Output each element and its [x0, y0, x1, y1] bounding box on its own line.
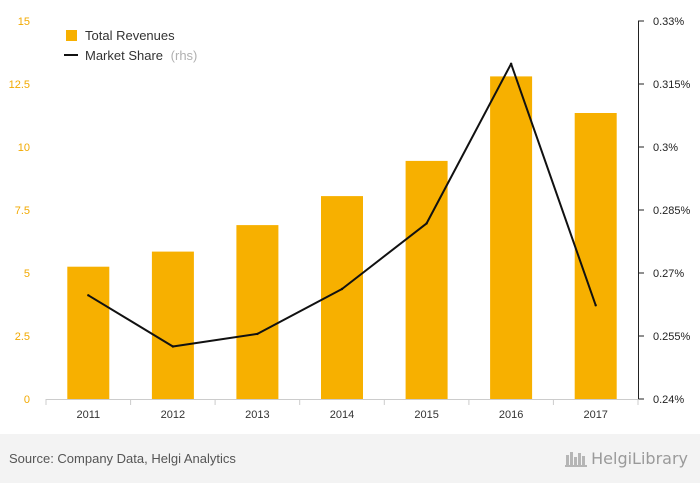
- legend-swatch-revenues: [66, 30, 77, 41]
- bar-revenues-2016: [490, 76, 533, 400]
- y-left-tick-label: 2.5: [15, 331, 30, 343]
- x-tick-label: 2014: [330, 409, 354, 421]
- point-market-share-2014: [340, 287, 344, 291]
- bar-revenues-2015: [405, 160, 448, 399]
- legend-label-market-share: Market Share (rhs): [85, 48, 197, 63]
- bar-revenues-2012: [151, 251, 194, 399]
- point-market-share-2016: [509, 62, 513, 65]
- legend-label-revenues: Total Revenues: [85, 28, 175, 43]
- y-left-tick-label: 7.5: [15, 205, 30, 217]
- axes-group: 0 2.5 5 7.5 10 12.5 15 0.24% 0.255% 0.27% 0.285% 0.…: [9, 16, 691, 421]
- line-group: [87, 62, 597, 348]
- x-tick-label: 2013: [245, 409, 269, 421]
- y-right-tick-label: 0.255%: [653, 331, 691, 343]
- library-icon: [565, 452, 588, 467]
- point-market-share-2015: [425, 222, 428, 225]
- point-market-share-2017: [594, 304, 597, 307]
- y-right-tick-label: 0.27%: [653, 268, 684, 280]
- y-right-tick-label: 0.285%: [653, 205, 691, 217]
- legend-market-share-suffix: (rhs): [171, 48, 198, 63]
- y-left-tick-label: 5: [24, 268, 30, 280]
- y-right-tick-label: 0.315%: [653, 79, 691, 91]
- bar-revenues-2011: [67, 266, 110, 399]
- legend-market-share-name: Market Share: [85, 48, 163, 63]
- x-tick-label: 2015: [414, 409, 438, 421]
- bars-group: [67, 76, 617, 400]
- source-note: Source: Company Data, Helgi Analytics: [9, 451, 236, 466]
- brand-name: HelgiLibrary: [591, 448, 688, 468]
- y-right-tick-label: 0.24%: [653, 394, 684, 406]
- y-left-tick-label: 10: [18, 142, 30, 154]
- y-left-tick-label: 12.5: [9, 79, 30, 91]
- bar-revenues-2013: [236, 225, 279, 399]
- y-left-tick-label: 15: [18, 16, 30, 28]
- brand-logo[interactable]: HelgiLibrary: [565, 448, 688, 468]
- x-tick-label: 2011: [76, 409, 100, 421]
- x-tick-label: 2016: [499, 409, 523, 421]
- point-market-share-2013: [256, 332, 259, 336]
- bar-revenues-2017: [574, 113, 617, 399]
- legend: Total Revenues Market Share (rhs): [64, 28, 197, 63]
- x-tick-label: 2017: [583, 409, 607, 421]
- point-market-share-2012: [171, 345, 175, 348]
- y-left-tick-label: 0: [24, 394, 30, 406]
- y-right-tick-label: 0.3%: [653, 142, 678, 154]
- point-market-share-2011: [87, 294, 90, 297]
- y-right-tick-label: 0.33%: [653, 16, 684, 28]
- x-tick-label: 2012: [161, 409, 185, 421]
